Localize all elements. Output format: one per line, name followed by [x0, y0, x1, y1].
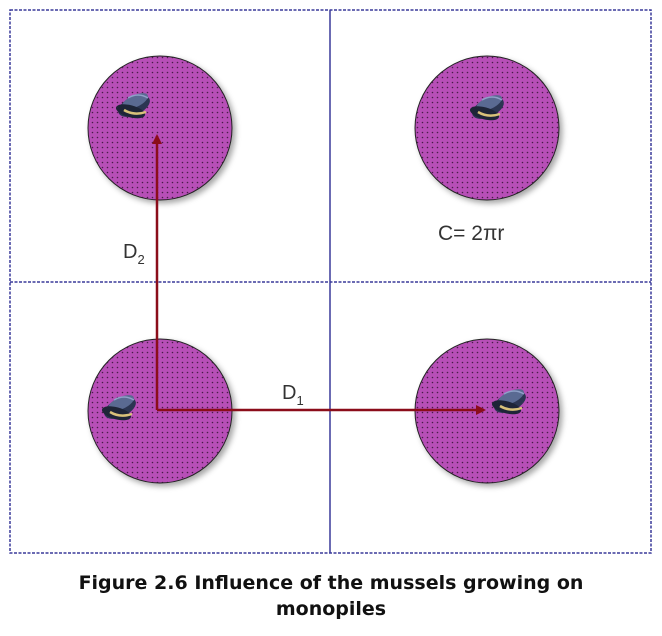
monopile-diagram: D2 D1 C= 2πr [9, 9, 652, 554]
d2-label: D2 [123, 241, 145, 267]
monopile-top-left [87, 55, 233, 201]
caption-line-2: monopiles [275, 598, 387, 620]
caption-line-1: Figure 2.6 Influence of the mussels grow… [78, 572, 584, 594]
d1-label: D1 [282, 382, 304, 408]
circumference-label: C= 2πr [438, 222, 504, 245]
figure-caption: Figure 2.6 Influence of the mussels grow… [0, 570, 662, 622]
monopile-top-right [414, 55, 560, 201]
